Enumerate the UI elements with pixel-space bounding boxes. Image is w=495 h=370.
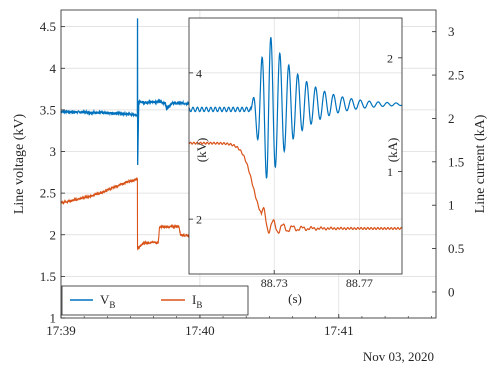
main-right-tick-label: 0: [448, 284, 455, 299]
main-x-tick-label: 17:41: [324, 323, 354, 338]
inset-series-vb-line: [188, 37, 403, 179]
main-right-tick-label: 2: [448, 111, 455, 126]
legend-ib-label: IB: [192, 292, 202, 310]
inset-x-ticks: 88.73 88.77: [261, 270, 373, 290]
inset-left-tick-label: 2: [196, 213, 202, 227]
main-axes-box: [60, 9, 437, 319]
main-left-ticks: 1 1.5 2 2.5 3 3.5 4 4.5: [40, 19, 65, 326]
main-series-ib-line: [60, 177, 201, 251]
inset-right-ticks: 12: [387, 51, 402, 179]
main-right-tick-label: 2.5: [448, 68, 464, 83]
inset-x-tick-label: 88.77: [346, 276, 373, 290]
main-left-tick-label: 2.5: [40, 186, 56, 201]
main-ylabel-left: Line voltage (kV): [12, 114, 27, 215]
inset-series-ib-line: [188, 141, 403, 234]
main-left-tick-label: 4.5: [40, 19, 56, 34]
inset-xlabel: (s): [288, 291, 302, 306]
main-right-ticks: 0 0.5 1 1.5 2 2.5 3: [432, 24, 464, 299]
main-x-tick-label: 17:40: [185, 323, 215, 338]
legend: VB IB: [61, 285, 249, 316]
main-right-tick-label: 1.5: [448, 154, 464, 169]
inset-left-ticks: 24: [189, 66, 202, 227]
main-left-tick-label: 1: [50, 311, 57, 326]
main-x-tick-label: 17:39: [46, 323, 76, 338]
main-left-tick-label: 1.5: [40, 269, 56, 284]
main-left-tick-label: 3.5: [40, 102, 56, 117]
main-left-tick-label: 2: [50, 227, 57, 242]
inset-ylabel-right: (kA): [385, 138, 400, 163]
inset-plot-area: [189, 18, 402, 274]
main-ylabel-right: Line current (kA): [473, 114, 488, 213]
inset-left-tick-label: 4: [196, 66, 202, 80]
main-left-tick-label: 3: [50, 144, 57, 159]
main-series: [60, 18, 201, 251]
inset-right-tick-label: 2: [387, 51, 393, 65]
inset-axes: 24 12 88.73 88.77 (kV) (kA) (s): [188, 17, 403, 306]
inset-x-tick-label: 88.73: [261, 276, 288, 290]
inset-series: [188, 37, 403, 234]
main-series-vb-line: [60, 18, 201, 166]
main-x-ticks: 17:39 17:40 17:41: [46, 314, 432, 338]
inset-right-tick-label: 1: [387, 165, 393, 179]
inset-axes-box: [188, 17, 403, 275]
main-right-tick-label: 1: [448, 198, 455, 213]
main-right-tick-label: 0.5: [448, 241, 464, 256]
main-right-tick-label: 3: [448, 24, 455, 39]
inset-ylabel-left: (kV): [194, 138, 209, 163]
main-left-tick-label: 4: [50, 61, 57, 76]
legend-vb-label: VB: [100, 292, 115, 310]
x-date-label: Nov 03, 2020: [363, 349, 434, 364]
